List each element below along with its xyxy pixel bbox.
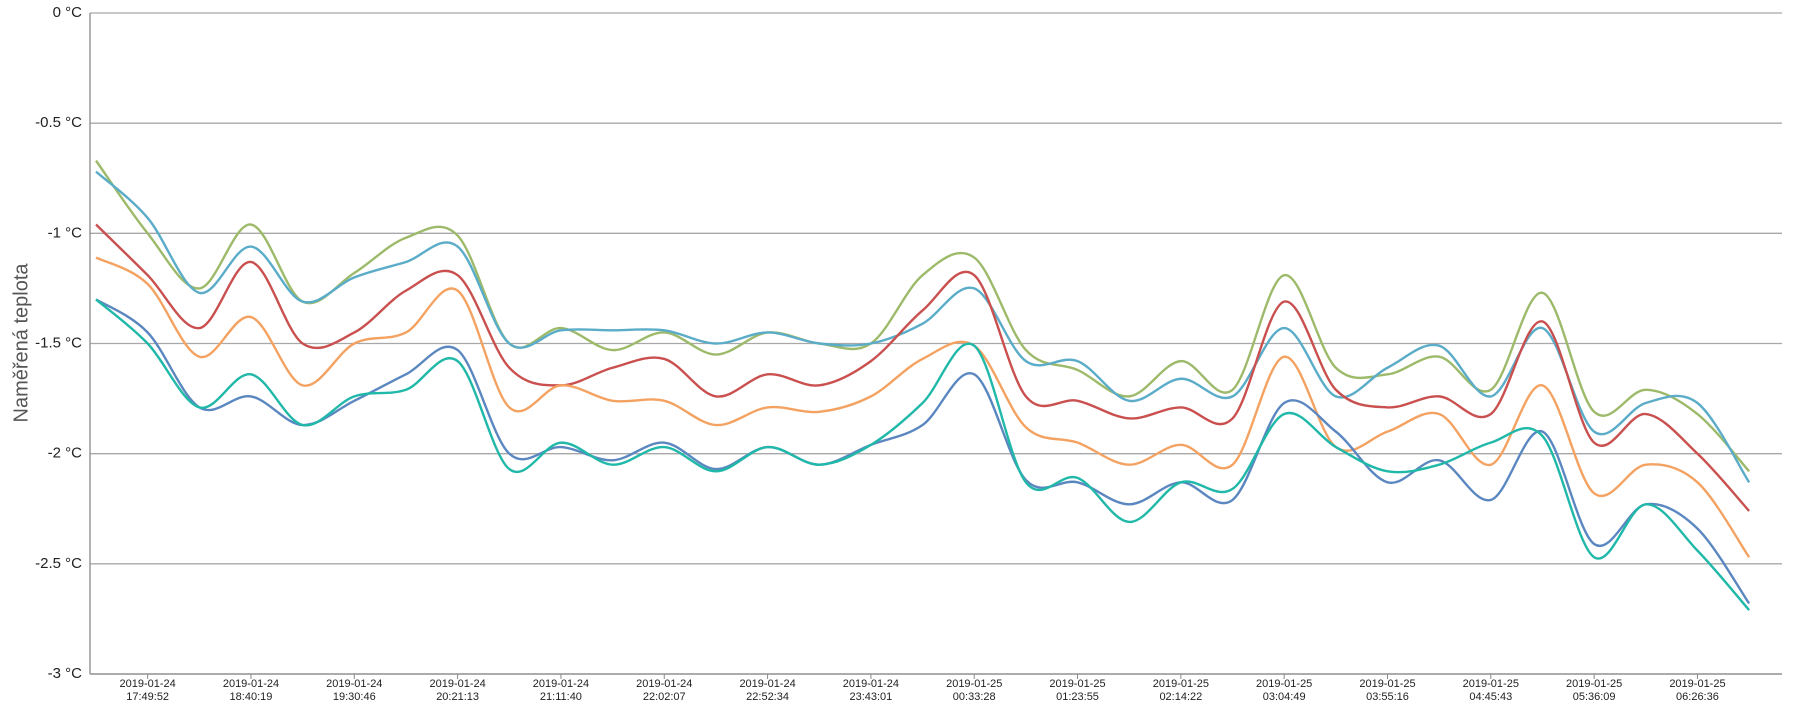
y-tick-label: -0.5 °C [35,114,82,131]
x-tick-label: 2019-01-24 19:30:46 [326,678,383,703]
line-series [95,256,1751,558]
x-tick-label: 2019-01-24 21:11:40 [532,678,590,703]
y-tick-label: -1.5 °C [35,334,82,351]
y-tick-label: -3 °C [48,665,83,682]
x-tick-label: 2019-01-25 04:45:43 [1462,678,1519,703]
x-tick-label: 2019-01-24 17:49:52 [119,678,176,703]
x-tick-label: 2019-01-24 22:02:07 [636,678,693,703]
x-tick-label: 2019-01-25 00:33:28 [946,678,1003,703]
x-tick-label: 2019-01-25 01:23:55 [1049,678,1106,703]
x-tick-label: 2019-01-24 22:52:34 [739,678,796,703]
x-tick-label: 2019-01-25 03:04:49 [1256,678,1313,703]
x-tick-label: 2019-01-24 20:21:13 [429,678,486,703]
x-tick-label: 2019-01-24 23:43:01 [842,678,900,703]
x-tick-label: 2019-01-25 05:36:09 [1565,678,1623,703]
x-tick-label: 2019-01-24 18:40:19 [222,678,280,703]
y-tick-label: -2.5 °C [35,555,82,572]
y-axis-label: Naměřená teplota [10,263,32,423]
x-tick-label: 2019-01-25 06:26:36 [1669,678,1726,703]
line-series [95,298,1751,611]
line-series [95,170,1751,483]
line-series [95,298,1751,605]
x-tick-label: 2019-01-25 03:55:16 [1359,678,1416,703]
x-tick-label: 2019-01-25 02:14:22 [1152,678,1209,703]
line-series [95,223,1751,512]
y-tick-label: -2 °C [48,445,83,462]
y-tick-label: 0 °C [53,4,83,21]
line-series [95,159,1751,473]
y-tick-label: -1 °C [48,224,83,241]
